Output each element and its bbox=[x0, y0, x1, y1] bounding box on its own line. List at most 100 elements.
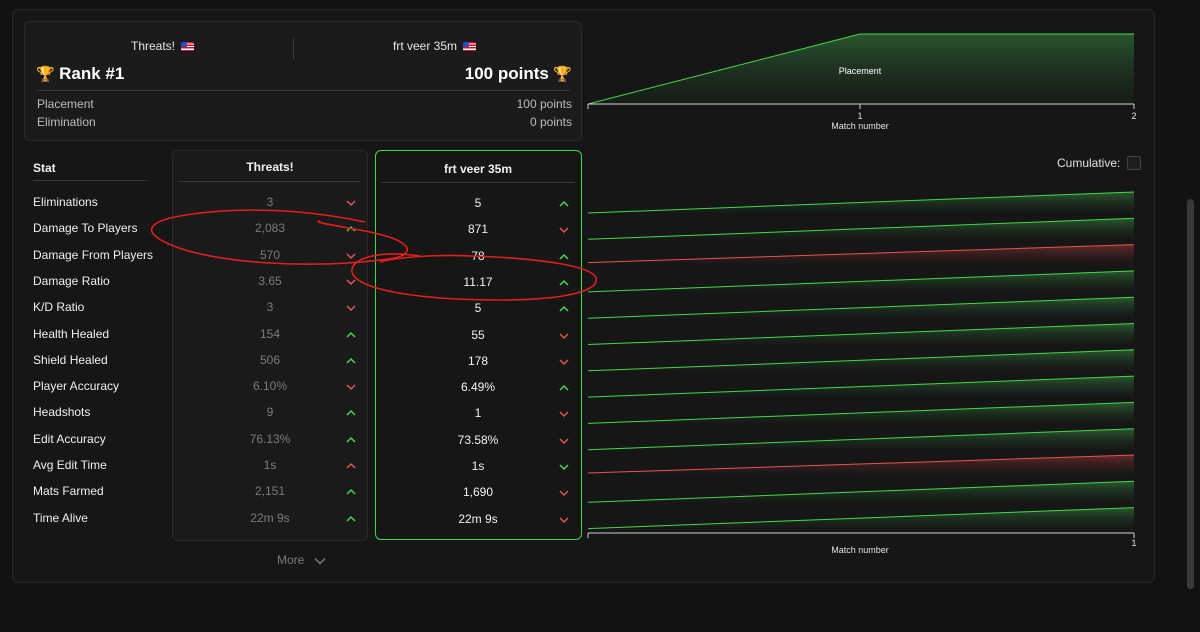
player-a-value: 2,151 bbox=[254, 484, 286, 499]
player-b-value: 22m 9s bbox=[458, 511, 498, 526]
arrow-up-icon bbox=[559, 200, 571, 208]
stat-label: Time Alive bbox=[33, 510, 88, 525]
player-b-value: 178 bbox=[467, 353, 489, 368]
trend-area bbox=[588, 270, 1134, 292]
player-b-value: 1,690 bbox=[462, 485, 494, 500]
player-a-value: 6.10% bbox=[252, 379, 288, 394]
stat-trend-chart: 1 Match number bbox=[587, 191, 1137, 555]
trend-line bbox=[587, 480, 1135, 503]
rank-display: 🏆 Rank #1 bbox=[36, 64, 124, 84]
arrow-down-icon bbox=[559, 437, 571, 445]
cumulative-checkbox[interactable] bbox=[1127, 156, 1141, 170]
player-b-column bbox=[375, 150, 582, 540]
arrow-up-icon bbox=[559, 279, 571, 287]
player-a-value: 1s bbox=[263, 458, 277, 472]
divider bbox=[381, 182, 575, 183]
player-a-value: 76.13% bbox=[249, 431, 291, 446]
player-b-value: 6.49% bbox=[460, 380, 496, 395]
trophy-icon: 🏆 bbox=[36, 66, 55, 83]
trend-line bbox=[587, 270, 1135, 293]
trend-line bbox=[587, 296, 1135, 319]
trend-area bbox=[588, 349, 1134, 371]
player-a-value: 9 bbox=[266, 405, 274, 420]
trend-line bbox=[587, 244, 1135, 264]
arrow-up-icon bbox=[346, 225, 358, 233]
player-a-value: 570 bbox=[259, 247, 281, 262]
stat-label: Mats Farmed bbox=[33, 484, 104, 499]
points-display: 100 points 🏆 bbox=[465, 64, 572, 84]
stat-label: Health Healed bbox=[33, 326, 110, 341]
player-a-value: 154 bbox=[259, 326, 281, 341]
stat-label: Shield Healed bbox=[33, 352, 108, 367]
player-b-value: 1 bbox=[474, 406, 482, 421]
more-label: More bbox=[277, 553, 305, 567]
trend-line bbox=[587, 507, 1135, 530]
stat-label: Player Accuracy bbox=[33, 379, 120, 394]
scrollbar[interactable] bbox=[1187, 199, 1194, 589]
x-tick-label: 2 bbox=[1131, 111, 1136, 121]
series-label: Placement bbox=[839, 66, 882, 76]
player-a-column-header: Threats! bbox=[246, 160, 294, 174]
us-flag-icon bbox=[181, 42, 195, 51]
divider bbox=[178, 181, 360, 182]
arrow-up-icon bbox=[346, 488, 358, 496]
placement-label: Placement bbox=[37, 97, 94, 111]
stat-label: Eliminations bbox=[33, 195, 98, 209]
trend-line bbox=[587, 217, 1135, 240]
player-a-value: 3 bbox=[266, 195, 274, 209]
trend-line bbox=[587, 401, 1135, 424]
arrow-down-icon bbox=[346, 304, 358, 312]
player-a-value: 2,083 bbox=[254, 221, 286, 236]
placement-chart: 1 2 Match number Placement bbox=[587, 33, 1137, 131]
player-a-value: 3.65 bbox=[258, 273, 282, 288]
arrow-down-icon bbox=[559, 516, 571, 524]
divider bbox=[293, 38, 294, 60]
more-button[interactable]: More bbox=[277, 553, 326, 567]
player-a-value: 506 bbox=[259, 352, 281, 367]
us-flag-icon bbox=[463, 42, 477, 51]
arrow-down-icon bbox=[559, 332, 571, 340]
arrow-up-icon bbox=[559, 305, 571, 313]
trend-line bbox=[587, 349, 1135, 372]
player-b-value: 55 bbox=[471, 327, 485, 342]
stat-label: Damage From Players bbox=[33, 247, 154, 262]
stat-label: Damage Ratio bbox=[33, 273, 110, 288]
trend-area bbox=[588, 244, 1134, 266]
stat-label: K/D Ratio bbox=[33, 300, 85, 315]
x-axis-label: Match number bbox=[831, 121, 889, 131]
arrow-up-icon bbox=[559, 253, 571, 261]
divider bbox=[36, 90, 570, 91]
placement-line bbox=[587, 33, 1134, 105]
arrow-up-icon bbox=[346, 331, 358, 339]
arrow-up-icon bbox=[346, 515, 358, 523]
elimination-value: 0 points bbox=[529, 115, 572, 129]
player-a-label: Threats! bbox=[131, 39, 176, 53]
x-tick-label: 1 bbox=[1131, 538, 1136, 548]
rank-label: Rank #1 bbox=[59, 64, 125, 83]
arrow-up-icon bbox=[559, 384, 571, 392]
trend-line bbox=[587, 375, 1135, 398]
arrow-down-icon bbox=[346, 252, 358, 260]
elimination-label: Elimination bbox=[37, 115, 96, 129]
player-b-name[interactable]: frt veer 35m bbox=[393, 39, 477, 53]
x-tick-label: 1 bbox=[857, 111, 862, 121]
arrow-down-icon bbox=[346, 383, 358, 391]
x-axis-label: Match number bbox=[831, 545, 889, 555]
player-b-value: 73.58% bbox=[457, 432, 499, 447]
arrow-down-icon bbox=[346, 278, 358, 286]
match-summary-card: Threats! frt veer 35m 🏆 Rank #1 100 poin… bbox=[24, 21, 582, 141]
player-b-value: 78 bbox=[471, 248, 485, 263]
arrow-up-icon bbox=[346, 462, 358, 470]
player-b-value: 11.17 bbox=[463, 274, 493, 289]
trend-area bbox=[588, 455, 1134, 476]
trend-line bbox=[587, 191, 1135, 214]
placement-value: 100 points bbox=[516, 97, 572, 111]
arrow-up-icon bbox=[346, 409, 358, 417]
player-a-name[interactable]: Threats! bbox=[131, 39, 195, 53]
trend-line bbox=[587, 428, 1135, 451]
stat-label: Edit Accuracy bbox=[33, 431, 106, 446]
player-a-value: 3 bbox=[266, 300, 274, 315]
arrow-down-icon bbox=[559, 358, 571, 366]
arrow-up-icon bbox=[346, 436, 358, 444]
player-b-value: 5 bbox=[474, 301, 482, 316]
